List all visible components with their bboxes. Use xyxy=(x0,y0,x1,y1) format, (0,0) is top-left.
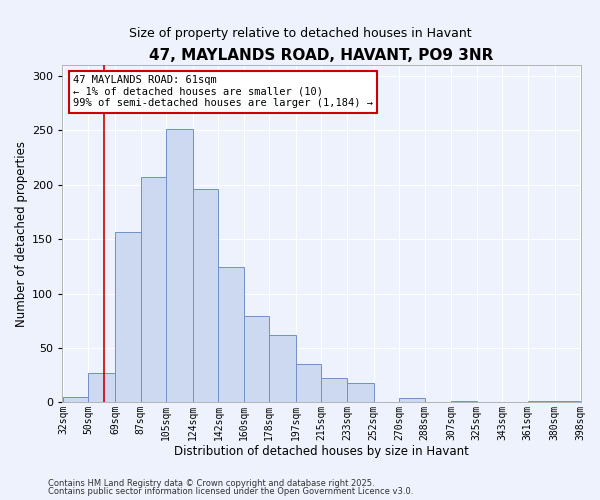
Bar xyxy=(554,401,580,402)
Bar xyxy=(166,129,193,402)
Bar xyxy=(347,382,374,402)
Bar xyxy=(322,378,347,402)
Bar xyxy=(399,398,425,402)
Bar xyxy=(88,373,115,402)
Y-axis label: Number of detached properties: Number of detached properties xyxy=(15,140,28,326)
Bar xyxy=(269,335,296,402)
Bar xyxy=(63,397,88,402)
X-axis label: Distribution of detached houses by size in Havant: Distribution of detached houses by size … xyxy=(174,444,469,458)
Bar xyxy=(141,177,166,402)
Bar xyxy=(218,268,244,402)
Bar xyxy=(527,401,554,402)
Text: Contains HM Land Registry data © Crown copyright and database right 2025.: Contains HM Land Registry data © Crown c… xyxy=(48,478,374,488)
Bar xyxy=(244,316,269,402)
Bar xyxy=(193,189,218,402)
Text: 47 MAYLANDS ROAD: 61sqm
← 1% of detached houses are smaller (10)
99% of semi-det: 47 MAYLANDS ROAD: 61sqm ← 1% of detached… xyxy=(73,75,373,108)
Bar xyxy=(451,401,477,402)
Bar xyxy=(296,364,322,403)
Text: Size of property relative to detached houses in Havant: Size of property relative to detached ho… xyxy=(128,28,472,40)
Text: Contains public sector information licensed under the Open Government Licence v3: Contains public sector information licen… xyxy=(48,487,413,496)
Bar xyxy=(115,232,141,402)
Title: 47, MAYLANDS ROAD, HAVANT, PO9 3NR: 47, MAYLANDS ROAD, HAVANT, PO9 3NR xyxy=(149,48,494,62)
